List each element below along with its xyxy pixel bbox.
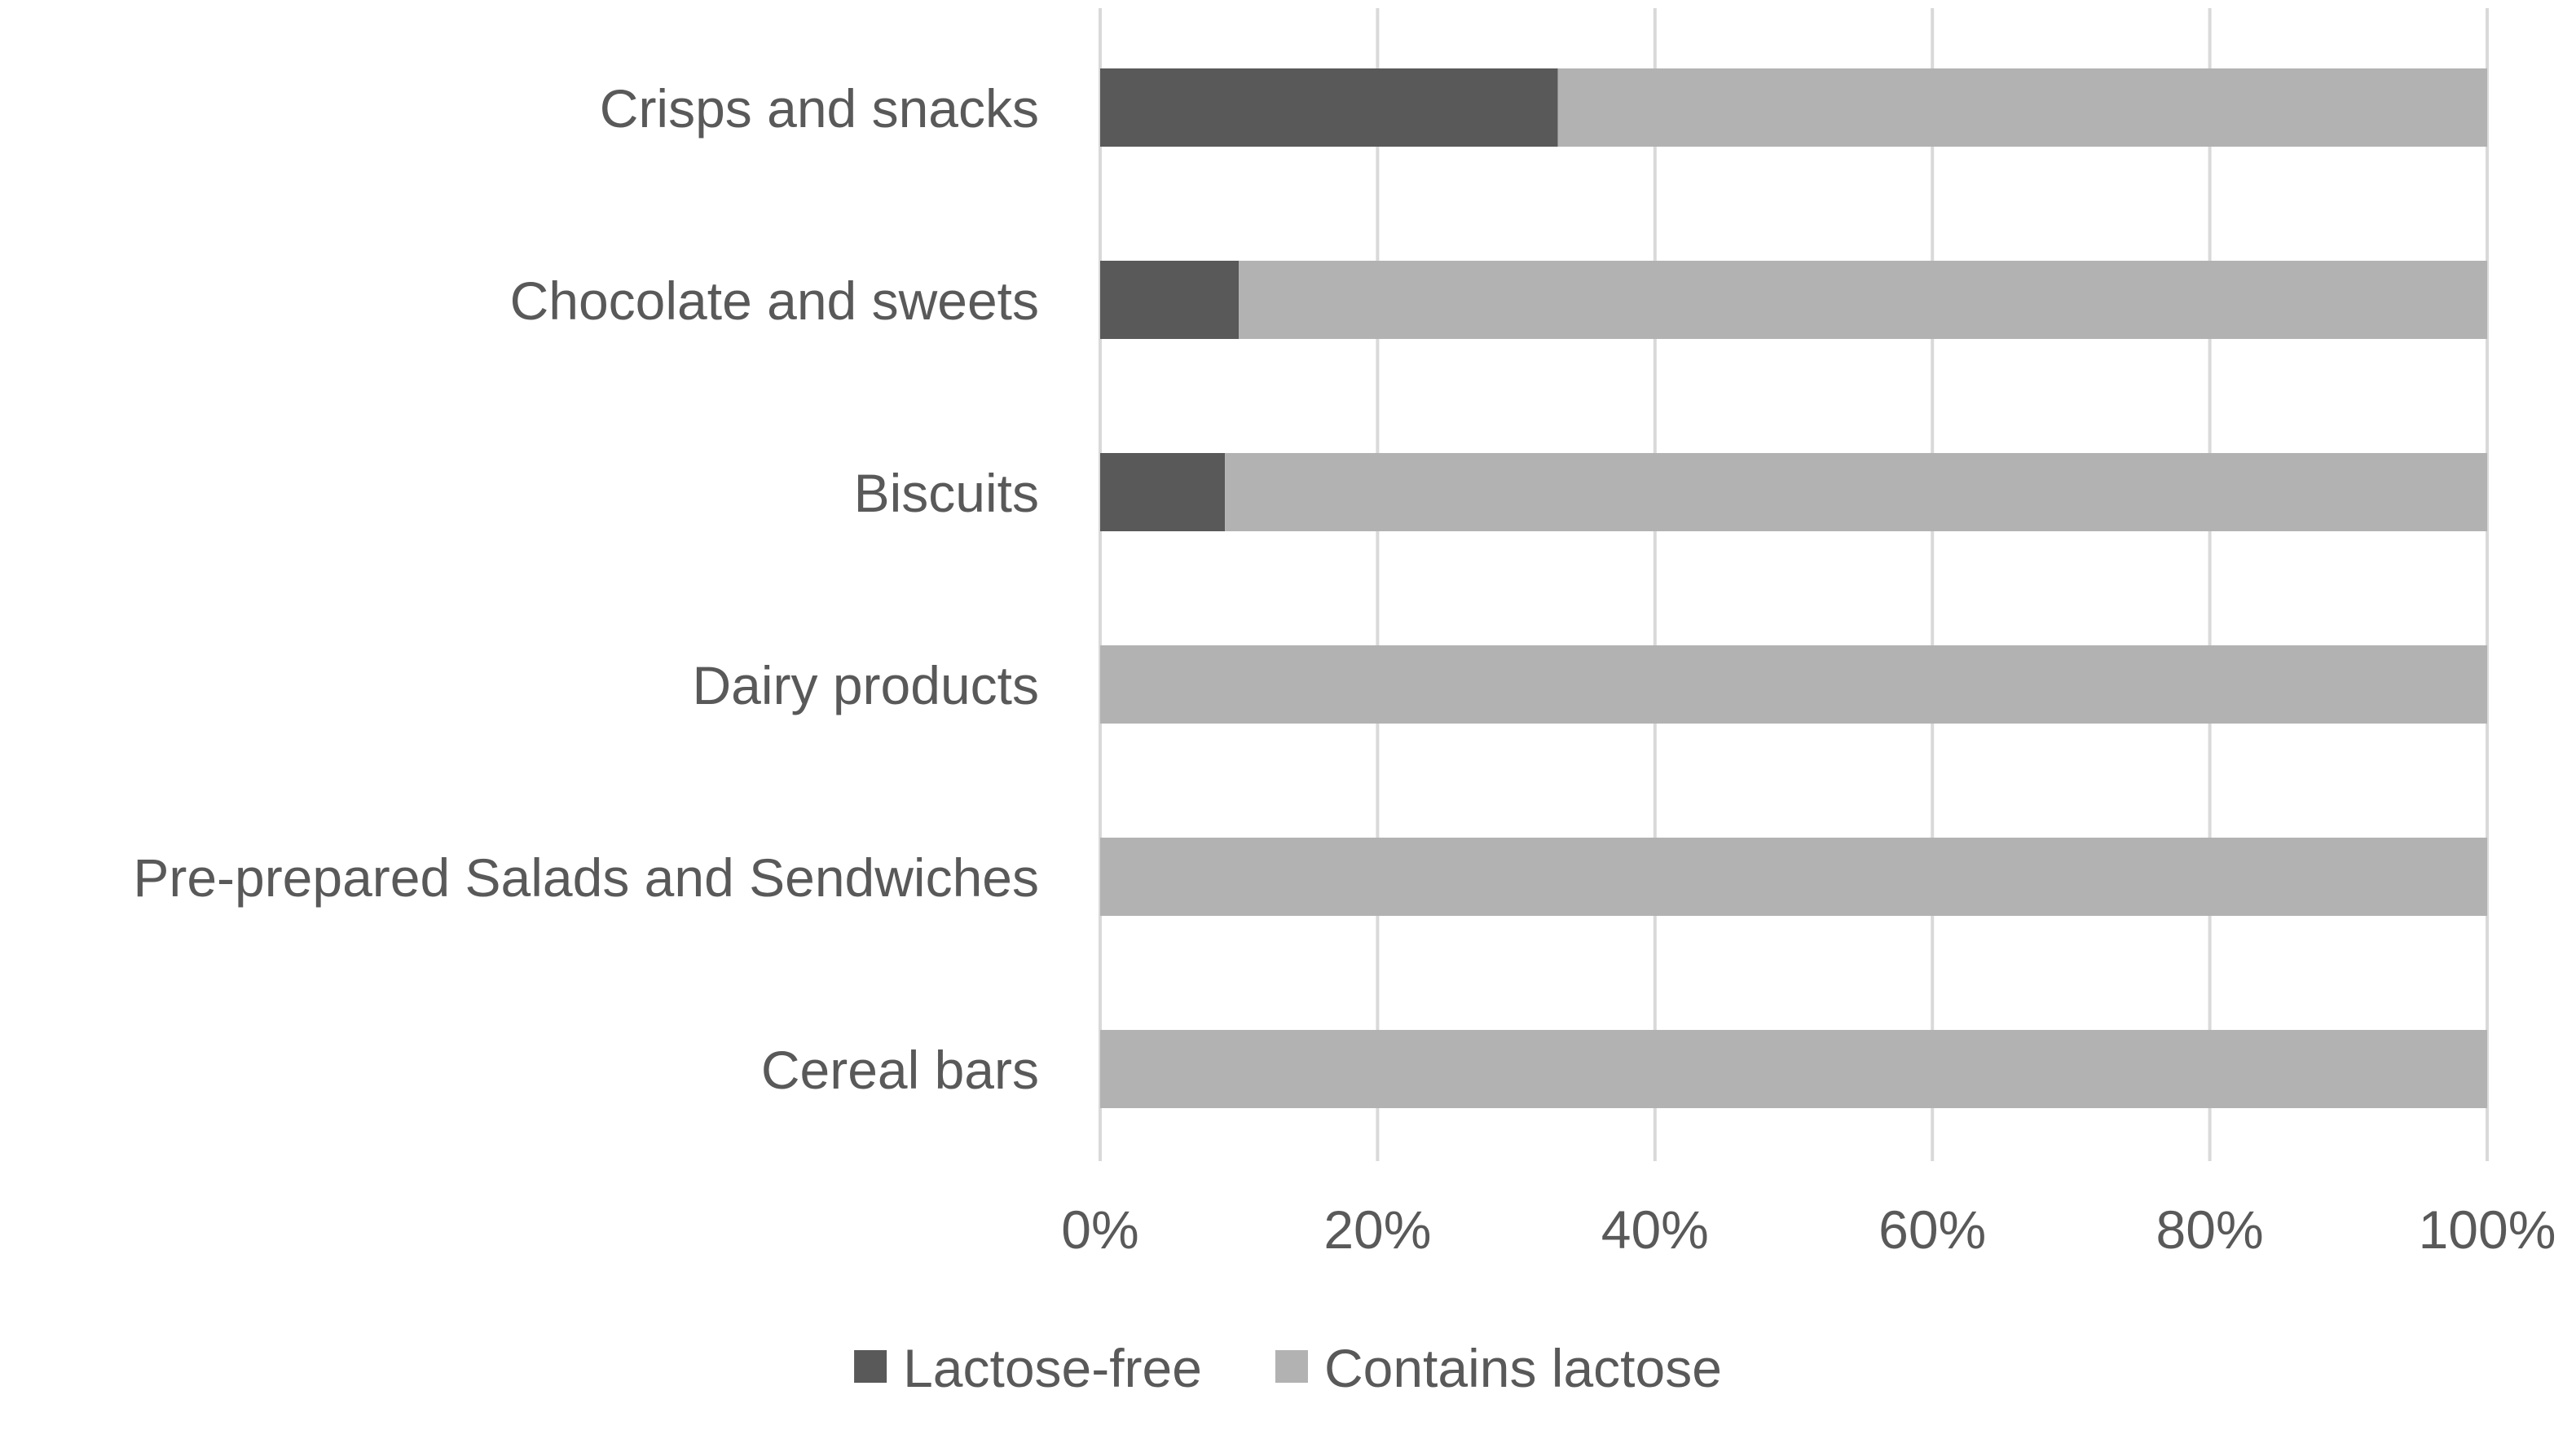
bar-segment-lactose-free <box>1100 68 1558 147</box>
category-label: Biscuits <box>854 463 1039 523</box>
bar-segment-contains-lactose <box>1557 68 2487 147</box>
x-tick-label: 0% <box>1061 1199 1138 1260</box>
x-tick-label: 60% <box>1878 1199 1986 1260</box>
legend-label: Contains lactose <box>1324 1338 1722 1398</box>
bars <box>1100 68 2487 1108</box>
x-tick-label: 100% <box>2419 1199 2556 1260</box>
category-label: Pre-prepared Salads and Sendwiches <box>133 847 1039 908</box>
category-label: Chocolate and sweets <box>510 271 1039 331</box>
category-label: Dairy products <box>693 655 1040 715</box>
bar-segment-contains-lactose <box>1100 645 2487 724</box>
x-tick-label: 80% <box>2156 1199 2264 1260</box>
x-tick-label: 40% <box>1601 1199 1709 1260</box>
x-tick-label: 20% <box>1323 1199 1431 1260</box>
gridlines <box>1099 8 2489 1161</box>
category-labels: Crisps and snacks Chocolate and sweets Bis… <box>133 78 1039 1100</box>
category-label: Cereal bars <box>761 1040 1039 1100</box>
category-label: Crisps and snacks <box>600 78 1039 139</box>
legend-swatch <box>854 1350 887 1383</box>
legend-swatch <box>1275 1350 1308 1383</box>
bar-segment-contains-lactose <box>1225 453 2487 531</box>
legend-label: Lactose-free <box>903 1338 1202 1398</box>
x-axis-tick-labels: 0% 20% 40% 60% 80% 100% <box>1061 1199 2556 1260</box>
bar-segment-contains-lactose <box>1239 261 2487 339</box>
bar-segment-lactose-free <box>1100 261 1240 339</box>
bar-segment-lactose-free <box>1100 453 1226 531</box>
bar-segment-contains-lactose <box>1100 838 2487 916</box>
bar-segment-contains-lactose <box>1100 1030 2487 1108</box>
legend: Lactose-free Contains lactose <box>854 1338 1722 1398</box>
